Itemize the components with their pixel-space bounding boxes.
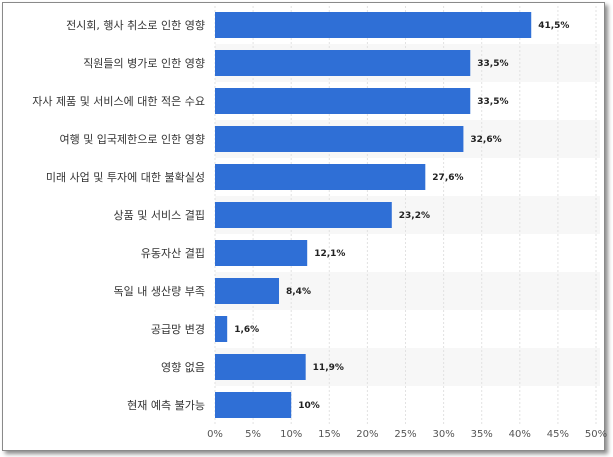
category-label: 자사 제품 및 서비스에 대한 적은 수요	[32, 95, 205, 108]
x-tick-label: 5%	[245, 429, 261, 440]
x-tick-label: 45%	[547, 429, 569, 440]
x-tick-label: 40%	[509, 429, 531, 440]
bar	[215, 316, 228, 342]
value-label: 27,6%	[432, 173, 463, 183]
value-labels: 41,5% 33,5% 33,5% 32,6% 27,6% 23,2% 12,1% 8,4% 1…	[234, 21, 569, 411]
category-label: 유동자산 결핍	[141, 247, 205, 260]
value-label: 8,4%	[286, 287, 311, 297]
value-label: 11,9%	[313, 363, 344, 373]
value-label: 41,5%	[538, 21, 569, 31]
bar	[215, 278, 280, 304]
bar	[215, 240, 308, 266]
category-label: 상품 및 서비스 결핍	[114, 209, 205, 222]
x-tick-label: 25%	[394, 429, 416, 440]
x-tick-label: 30%	[432, 429, 454, 440]
category-label: 공급망 변경	[151, 323, 205, 336]
category-label: 독일 내 생산량 부족	[114, 284, 205, 298]
x-tick-label: 50%	[585, 429, 607, 440]
x-tick-label: 35%	[471, 429, 493, 440]
bars	[215, 12, 532, 418]
category-label: 현재 예측 불가능	[127, 399, 205, 412]
category-label: 미래 사업 및 투자에 대한 불확실성	[46, 171, 205, 184]
x-tick-label: 10%	[280, 429, 302, 440]
bar	[215, 392, 292, 418]
row-stripe	[215, 272, 600, 310]
category-label: 전시회, 행사 취소로 인한 영향	[66, 19, 205, 32]
value-label: 23,2%	[399, 211, 430, 221]
bar	[215, 88, 471, 114]
value-label: 1,6%	[234, 325, 259, 335]
value-label: 33,5%	[477, 97, 508, 107]
value-label: 32,6%	[470, 135, 501, 145]
value-label: 10%	[298, 401, 320, 411]
bar	[215, 354, 306, 380]
category-label: 영향 없음	[161, 361, 205, 374]
bar	[215, 126, 464, 152]
category-label: 여행 및 입국제한으로 인한 영향	[59, 133, 205, 146]
x-tick-label: 0%	[207, 429, 223, 440]
bar	[215, 164, 426, 190]
x-tick-label: 20%	[356, 429, 378, 440]
category-label: 직원들의 병가로 인한 영향	[83, 57, 205, 70]
bar	[215, 202, 392, 228]
value-label: 33,5%	[477, 59, 508, 69]
x-tick-label: 15%	[318, 429, 340, 440]
bar	[215, 12, 532, 38]
x-axis-ticks: 0% 5% 10% 15% 20% 25% 30% 35% 40% 45% 50%	[207, 429, 607, 440]
bar	[215, 50, 471, 76]
value-label: 12,1%	[314, 249, 345, 259]
